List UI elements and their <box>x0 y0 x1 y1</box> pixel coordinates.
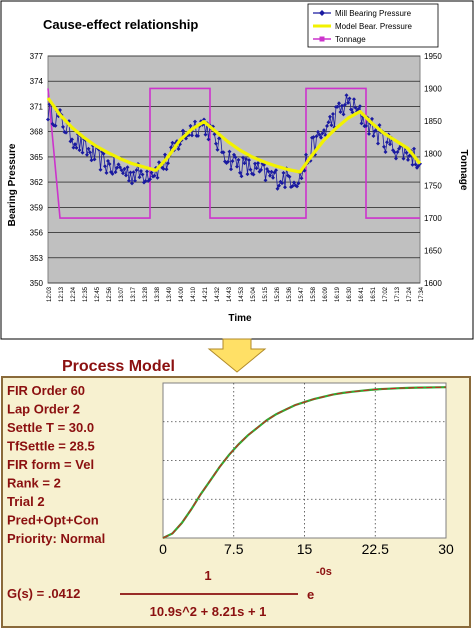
right-axis-ticks: 1950 1900 1850 1800 1750 1700 1650 1600 <box>424 52 442 288</box>
x-tick-label: 14:32 <box>215 286 221 302</box>
mill-line <box>47 95 421 191</box>
x-tick-label: 12:45 <box>95 286 101 302</box>
x-tick-label: 15:26 <box>275 286 281 302</box>
x-tick-label: 17:24 <box>407 286 413 302</box>
x-tick-label: 14:53 <box>239 286 245 302</box>
legend-mill-marker <box>319 10 325 16</box>
x-tick-label: 15:58 <box>311 286 317 302</box>
y-tick-label: 377 <box>30 52 44 61</box>
x-tick-label: 15:04 <box>251 286 257 302</box>
parameter-line: FIR form = Vel <box>7 457 94 472</box>
model-parameters: FIR Order 60 Lap Order 2 Settle T = 30.0 Tf… <box>7 383 105 546</box>
x-axis-ticks: 12:03 12:13 12:24 12:35 12:45 12:56 13:07 13:17… <box>47 286 425 302</box>
chart-title: Cause-effect relationship <box>43 17 198 32</box>
plot-area <box>47 55 421 284</box>
x-tick-label: 14:10 <box>191 286 197 302</box>
legend-tonnage-label: Tonnage <box>335 35 366 44</box>
y2-axis-label: Tonnage <box>458 150 469 191</box>
x-tick-label: 14:21 <box>203 286 209 302</box>
process-model-heading: Process Model <box>62 358 175 375</box>
parameter-line: Lap Order 2 <box>7 402 80 417</box>
model-line <box>46 97 422 174</box>
step-x-tick-label: 22.5 <box>362 541 389 557</box>
formula-denominator: 10.9s^2 + 8.21s + 1 <box>150 604 267 619</box>
y-tick-label: 359 <box>30 203 44 212</box>
legend-model-label: Model Bear. Pressure <box>335 22 412 31</box>
down-arrow-icon <box>207 338 267 373</box>
x-tick-label: 16:30 <box>347 286 353 302</box>
y2-tick-label: 1700 <box>424 214 442 223</box>
x-tick-label: 17:02 <box>383 286 389 302</box>
legend: Mill Bearing Pressure Model Bear. Pressu… <box>307 3 439 48</box>
x-tick-label: 12:13 <box>59 286 65 302</box>
x-tick-label: 13:17 <box>131 286 137 302</box>
tonnage-line <box>47 87 420 219</box>
x-tick-label: 17:13 <box>395 286 401 302</box>
gridlines <box>48 55 420 284</box>
y-tick-label: 362 <box>30 178 44 187</box>
parameter-line: TfSettle = 28.5 <box>7 439 95 454</box>
x-tick-label: 14:00 <box>179 286 185 302</box>
parameter-line: Rank = 2 <box>7 476 61 491</box>
x-tick-label: 13:49 <box>167 286 173 302</box>
x-tick-label: 15:36 <box>287 286 293 302</box>
x-tick-label: 16:51 <box>371 286 377 302</box>
step-x-tick-label: 30 <box>438 541 454 557</box>
plot-background <box>47 55 421 284</box>
x-tick-label: 12:35 <box>83 286 89 302</box>
y-axis-label: Bearing Pressure <box>7 143 18 226</box>
formula-exp-base: e <box>307 587 314 602</box>
parameter-line: Trial 2 <box>7 494 45 509</box>
y-tick-label: 356 <box>30 229 44 238</box>
step-response-x-ticks: 0 7.5 15 22.5 30 <box>159 541 454 557</box>
y-tick-label: 365 <box>30 153 44 162</box>
y-tick-label: 374 <box>30 77 44 86</box>
x-tick-label: 17:34 <box>419 286 425 302</box>
y2-tick-label: 1650 <box>424 247 442 256</box>
step-x-tick-label: 0 <box>159 541 167 557</box>
y2-tick-label: 1600 <box>424 279 442 288</box>
formula-exp-power: -0s <box>316 566 332 578</box>
x-tick-label: 13:28 <box>143 286 149 302</box>
x-tick-label: 13:07 <box>119 286 125 302</box>
step-response-series <box>162 386 447 539</box>
y-tick-label: 368 <box>30 128 44 137</box>
x-axis-label: Time <box>228 313 252 324</box>
y-tick-label: 350 <box>30 279 44 288</box>
x-tick-label: 12:24 <box>71 286 77 302</box>
x-tick-label: 14:43 <box>227 286 233 302</box>
parameter-line: Settle T = 30.0 <box>7 420 94 435</box>
step-response-line-red <box>162 386 447 539</box>
x-tick-label: 15:15 <box>263 286 269 302</box>
legend-tonnage-marker <box>319 36 325 42</box>
legend-mill-label: Mill Bearing Pressure <box>335 9 412 18</box>
series-layer <box>46 87 422 219</box>
x-tick-label: 16:41 <box>359 286 365 302</box>
parameter-line: Priority: Normal <box>7 531 105 546</box>
formula-numerator: 1 <box>204 568 211 583</box>
x-tick-label: 15:47 <box>299 286 305 302</box>
y2-tick-label: 1750 <box>424 182 442 191</box>
x-tick-label: 16:09 <box>323 286 329 302</box>
y2-tick-label: 1900 <box>424 84 442 93</box>
step-response-grid <box>163 383 446 538</box>
y2-tick-label: 1850 <box>424 117 442 126</box>
x-tick-label: 12:03 <box>47 286 53 302</box>
x-tick-label: 12:56 <box>107 286 113 302</box>
y-tick-label: 371 <box>30 102 44 111</box>
parameter-line: FIR Order 60 <box>7 383 85 398</box>
y2-tick-label: 1950 <box>424 52 442 61</box>
x-tick-label: 13:38 <box>155 286 161 302</box>
left-axis-ticks: 377 374 371 368 365 362 359 356 353 350 <box>30 52 44 288</box>
step-x-tick-label: 7.5 <box>224 541 244 557</box>
parameter-line: Pred+Opt+Con <box>7 513 99 528</box>
x-tick-label: 16:19 <box>335 286 341 302</box>
transfer-function: G(s) = .0412 1 10.9s^2 + 8.21s + 1 e -0s <box>7 566 332 619</box>
step-x-tick-label: 15 <box>297 541 313 557</box>
y2-tick-label: 1800 <box>424 149 442 158</box>
formula-lhs: G(s) = .0412 <box>7 586 80 601</box>
y-tick-label: 353 <box>30 254 44 263</box>
